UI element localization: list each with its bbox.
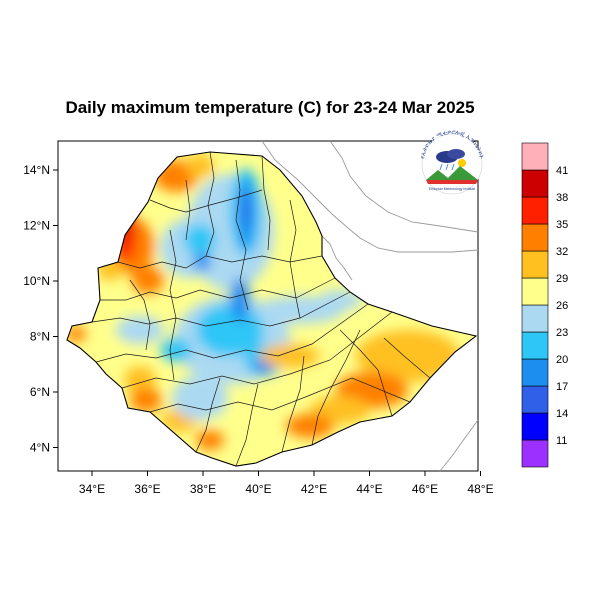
y-tick-label: 4°N (30, 441, 50, 455)
colorbar-label: 35 (556, 219, 568, 231)
x-tick-label: 34°E (79, 482, 105, 496)
colorbar-swatch (521, 331, 549, 360)
colorbar-swatch (521, 385, 549, 414)
axes: 34°E 36°E 38°E 40°E 42°E 44°E 46°E 48°E 14°N 12°N… (23, 163, 493, 496)
region-borders (91, 152, 431, 466)
colorbar-label: 38 (556, 192, 568, 204)
colorbar: 11 14 17 20 23 26 29 32 35 38 41 (521, 142, 568, 468)
colorbar-swatch (521, 223, 549, 252)
colorbar-label: 17 (556, 381, 568, 393)
y-tick-label: 6°N (30, 385, 50, 399)
colorbar-swatch (521, 412, 549, 441)
colorbar-label: 14 (556, 408, 568, 420)
map-panel (57, 140, 479, 472)
x-tick-label: 36°E (134, 482, 160, 496)
colorbar-label: 20 (556, 354, 568, 366)
colorbar-swatch (521, 439, 549, 468)
x-tick-label: 42°E (301, 482, 327, 496)
x-tick-label: 40°E (245, 482, 271, 496)
y-tick-label: 8°N (30, 330, 50, 344)
colorbar-label: 23 (556, 327, 568, 339)
map-title: Daily maximum temperature (C) for 23-24 … (65, 98, 474, 117)
colorbar-label: 26 (556, 300, 568, 312)
colorbar-swatch (521, 250, 549, 279)
neighbor-borders (261, 140, 479, 472)
x-tick-label: 38°E (190, 482, 216, 496)
colorbar-swatch (521, 169, 549, 198)
colorbar-label: 32 (556, 246, 568, 258)
y-tick-label: 12°N (23, 219, 50, 233)
colorbar-swatch (521, 358, 549, 387)
colorbar-swatch (521, 196, 549, 225)
colorbar-label: 29 (556, 273, 568, 285)
y-tick-label: 10°N (23, 274, 50, 288)
logo-name-text: Ethiopian Meteorology Institute (429, 187, 476, 191)
colorbar-label: 41 (556, 165, 568, 177)
y-tick-label: 14°N (23, 163, 50, 177)
x-tick-label: 48°E (467, 482, 493, 496)
x-tick-label: 44°E (356, 482, 382, 496)
colorbar-swatch (521, 142, 549, 171)
colorbar-swatch (521, 304, 549, 333)
colorbar-label: 11 (556, 435, 567, 447)
x-tick-label: 46°E (412, 482, 438, 496)
colorbar-swatch (521, 277, 549, 306)
